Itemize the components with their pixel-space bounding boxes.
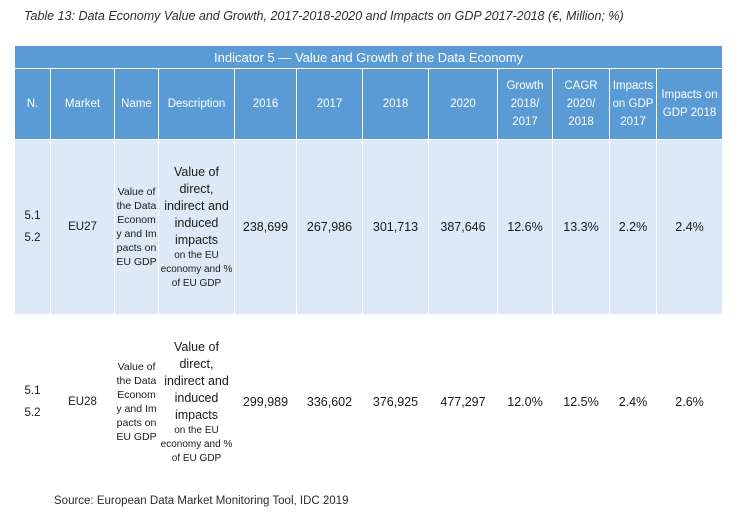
cell-impacts-2017: 2.4%	[609, 314, 657, 490]
cell-n: 5.1 5.2	[14, 139, 51, 315]
cell-2018: 376,925	[362, 314, 429, 490]
col-header-market: Market	[50, 68, 115, 140]
cell-2016: 238,699	[234, 139, 297, 315]
cell-2017: 336,602	[296, 314, 363, 490]
col-header-impacts-2017: Impacts on GDP 2017	[609, 68, 657, 140]
cell-n: 5.1 5.2	[14, 314, 51, 490]
cell-impacts-2017: 2.2%	[609, 139, 657, 315]
cell-cagr: 12.5%	[552, 314, 610, 490]
indicator-band-title: Indicator 5 — Value and Growth of the Da…	[13, 45, 724, 69]
cell-2016: 299,989	[234, 314, 297, 490]
cell-2017: 267,986	[296, 139, 363, 315]
col-header-growth: Growth 2018/ 2017	[497, 68, 553, 140]
description-small: on the EU economy and % of EU GDP	[160, 249, 233, 289]
col-header-2018: 2018	[362, 68, 429, 140]
cell-cagr: 13.3%	[552, 139, 610, 315]
cell-growth: 12.0%	[497, 314, 553, 490]
cell-2020: 387,646	[428, 139, 498, 315]
cell-market: EU28	[50, 314, 115, 490]
col-header-n: N.	[14, 68, 51, 140]
cell-2018: 301,713	[362, 139, 429, 315]
col-header-cagr: CAGR 2020/ 2018	[552, 68, 610, 140]
table-row: 5.1 5.2 EU27 Value of the Data Economy a…	[14, 139, 724, 315]
column-header-row: N. Market Name Description 2016 2017 201…	[14, 68, 724, 140]
cell-impacts-2018: 2.6%	[655, 314, 724, 490]
table-caption: Table 13: Data Economy Value and Growth,…	[24, 9, 624, 23]
table-row: 5.1 5.2 EU28 Value of the Data Economy a…	[14, 314, 724, 490]
source-note: Source: European Data Market Monitoring …	[54, 495, 349, 507]
cell-description: Value of direct, indirect and induced im…	[158, 314, 235, 490]
cell-description: Value of direct, indirect and induced im…	[158, 139, 235, 315]
col-header-2017: 2017	[296, 68, 363, 140]
col-header-impacts-2018: Impacts on GDP 2018	[655, 68, 724, 140]
cell-name: Value of the Data Economy and Impacts on…	[114, 139, 159, 315]
description-main: Value of direct, indirect and induced im…	[164, 164, 229, 247]
cell-market: EU27	[50, 139, 115, 315]
data-economy-table: Indicator 5 — Value and Growth of the Da…	[13, 45, 724, 490]
cell-name: Value of the Data Economy and Impacts on…	[114, 314, 159, 490]
col-header-name: Name	[114, 68, 159, 140]
col-header-description: Description	[158, 68, 235, 140]
col-header-2020: 2020	[428, 68, 498, 140]
cell-2020: 477,297	[428, 314, 498, 490]
cell-impacts-2018: 2.4%	[655, 139, 724, 315]
cell-growth: 12.6%	[497, 139, 553, 315]
col-header-2016: 2016	[234, 68, 297, 140]
description-main: Value of direct, indirect and induced im…	[164, 339, 229, 422]
description-small: on the EU economy and % of EU GDP	[160, 424, 233, 464]
